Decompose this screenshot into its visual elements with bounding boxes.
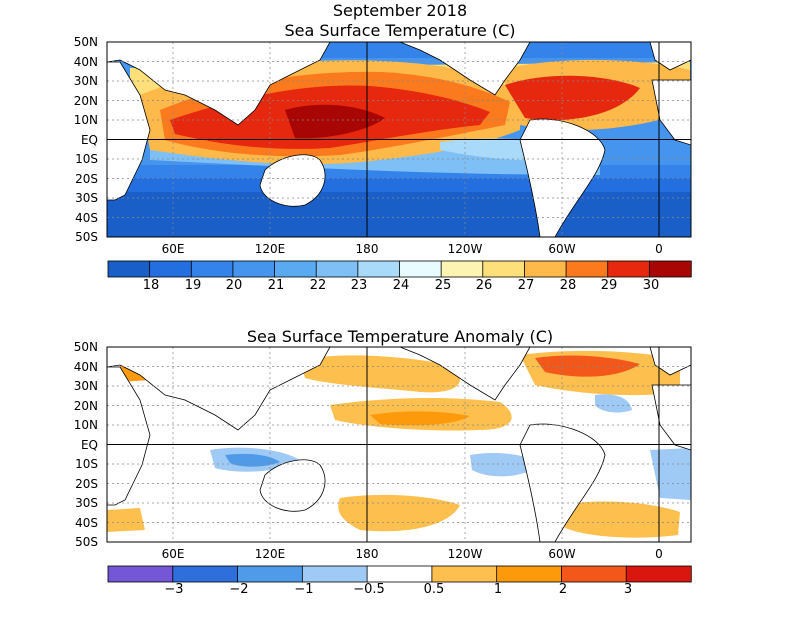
sst-colorbar-label: 25: [434, 278, 452, 293]
anomaly-lat-label: 30N: [73, 379, 98, 393]
sst-lat-label: 10N: [73, 113, 98, 127]
anomaly-pacific-warm-core: [370, 411, 470, 426]
anomaly-lat-label: 10S: [75, 457, 98, 471]
sst-colorbar-label: 21: [267, 278, 285, 293]
europe-landmass-2: [649, 347, 691, 376]
africa-landmass-2: [107, 366, 151, 506]
sst-lat-label: 10S: [75, 152, 98, 166]
anomaly-lat-label: 40S: [75, 516, 98, 530]
sst-caribbean-hot: [505, 75, 640, 121]
anomaly-gridlines: [107, 347, 691, 542]
africa-landmass: [107, 61, 151, 201]
anomaly-colorbar-label: 1: [493, 582, 503, 597]
anomaly-colorbar-swatch: [496, 565, 563, 583]
sst-warm-pool-core: [285, 104, 385, 139]
anomaly-lat-label: 20S: [75, 477, 98, 491]
sst-map-frame: [106, 41, 692, 238]
anomaly-lon-label: 60W: [548, 547, 576, 561]
sst-lat-label: 30S: [75, 191, 98, 205]
anomaly-colorbar-swatch: [237, 565, 304, 583]
anomaly-map-frame: [106, 346, 692, 543]
anomaly-tropical-atlantic-cool: [595, 394, 632, 413]
sst-colorbar-label: 18: [142, 278, 160, 293]
anomaly-lon-label: 180: [355, 547, 379, 561]
south-america-landmass-2: [519, 423, 606, 542]
sst-panel-title: Sea Surface Temperature (C): [284, 21, 516, 40]
anomaly-lon-label: 120W: [447, 547, 483, 561]
anomaly-panel-title: Sea Surface Temperature Anomaly (C): [246, 327, 554, 346]
anomaly-north-atlantic-hot: [535, 355, 640, 377]
south-america-landmass: [519, 118, 606, 237]
anomaly-colorbar-label: −3: [164, 582, 184, 597]
sst-lat-label: 50N: [73, 35, 98, 49]
anomaly-south-indian-warm: [107, 508, 145, 532]
anomaly-lat-label: 40N: [73, 360, 98, 374]
sst-lat-label: 30N: [73, 74, 98, 88]
sst-colorbar-label: 27: [517, 278, 535, 293]
anomaly-colorbar-swatch: [366, 565, 433, 583]
anomaly-colorbar-swatch: [172, 565, 239, 583]
anomaly-lat-label: 50S: [75, 535, 98, 549]
anomaly-colorbar-swatch: [107, 565, 174, 583]
anomaly-colorbar-label: 3: [623, 582, 633, 597]
sst-colorbar-label: 19: [184, 278, 202, 293]
sst-lon-label: 60W: [548, 242, 576, 256]
sst-lat-label: EQ: [80, 133, 98, 147]
sst-lat-label: 40S: [75, 211, 98, 225]
sst-colorbar-label: 26: [475, 278, 493, 293]
figure-date-title: September 2018: [332, 1, 468, 20]
anomaly-colorbar-swatches: [107, 565, 692, 583]
anomaly-indonesia-cooler: [225, 453, 280, 467]
sst-lon-label: 0: [655, 242, 663, 256]
sst-colorbar-label: 28: [559, 278, 577, 293]
anomaly-colorbar-swatch: [301, 565, 368, 583]
sst-colorbar-label: 29: [600, 278, 618, 293]
anomaly-colorbar-label: −1: [294, 582, 314, 597]
anomaly-colorbar-label: 2: [558, 582, 568, 597]
australia-landmass: [259, 154, 326, 207]
anomaly-colorbar-swatch: [561, 565, 627, 583]
sst-colorbar-label: 20: [225, 278, 243, 293]
europe-landmass: [649, 42, 691, 71]
sst-lat-label: 20N: [73, 94, 98, 108]
sst-lon-label: 180: [355, 242, 379, 256]
sst-lat-label: 40N: [73, 55, 98, 69]
sst-gridlines: [107, 42, 691, 237]
anomaly-south-atlantic-warm: [560, 501, 680, 538]
sst-colorbar-label: 30: [642, 278, 660, 293]
anomaly-lat-label: 10N: [73, 418, 98, 432]
anomaly-lon-label: 120E: [254, 547, 286, 561]
anomaly-colorbar-label: −0.5: [353, 582, 385, 597]
anomaly-lat-label: EQ: [80, 438, 98, 452]
anomaly-colorbar-label: 0.5: [423, 582, 445, 597]
sst-colorbar-label: 24: [392, 278, 410, 293]
anomaly-east-pacific-cool: [470, 453, 540, 477]
anomaly-north-pacific-warm: [300, 355, 460, 393]
sst-colorbar-swatches: [107, 260, 692, 278]
anomaly-lon-label: 0: [655, 547, 663, 561]
sst-colorbar-label: 23: [350, 278, 368, 293]
sst-lon-label: 120E: [254, 242, 286, 256]
sst-colorbar-swatch: [648, 260, 692, 278]
anomaly-colorbar-swatch: [625, 565, 692, 583]
sst-colorbar-label: 22: [309, 278, 327, 293]
australia-landmass-2: [259, 459, 326, 512]
anomaly-colorbar-swatch: [431, 565, 498, 583]
anomaly-lon-label: 60E: [161, 547, 185, 561]
anomaly-colorbar-label: −2: [229, 582, 249, 597]
sst-lon-label: 60E: [161, 242, 185, 256]
anomaly-lat-label: 20N: [73, 399, 98, 413]
sst-lat-label: 50S: [75, 230, 98, 244]
anomaly-southeast-atlantic-cool: [650, 448, 691, 500]
sst-lon-label: 120W: [447, 242, 483, 256]
anomaly-lat-label: 30S: [75, 496, 98, 510]
anomaly-lat-label: 50N: [73, 340, 98, 354]
sst-lat-label: 20S: [75, 172, 98, 186]
